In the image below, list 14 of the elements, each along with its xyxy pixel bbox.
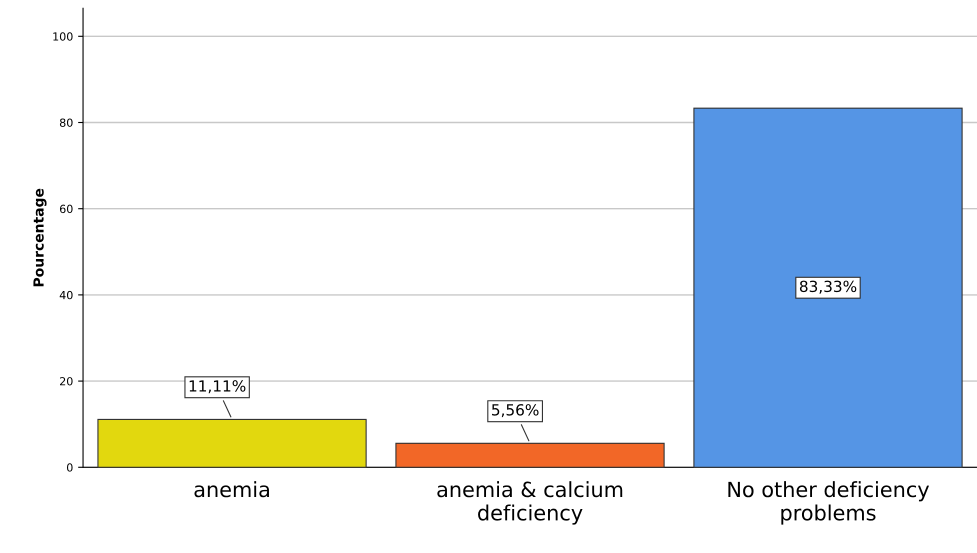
x-tick-label: anemia bbox=[194, 481, 269, 498]
data-label: 83,33% bbox=[800, 280, 856, 294]
y-tick-label: 20 bbox=[60, 377, 73, 386]
bar bbox=[693, 108, 963, 468]
y-axis-title: Pourcentage bbox=[33, 188, 47, 286]
y-tick-label: 60 bbox=[60, 204, 73, 214]
y-tick-label: 100 bbox=[53, 32, 73, 41]
data-label: 5,56% bbox=[492, 404, 539, 418]
x-tick-label: No other deficiency problems bbox=[728, 481, 930, 525]
y-tick-label: 0 bbox=[66, 463, 73, 472]
data-label: 11,11% bbox=[190, 380, 246, 394]
y-tick-label: 40 bbox=[60, 290, 73, 300]
y-tick-label: 80 bbox=[60, 118, 73, 127]
x-tick-label: anemia & calcium deficiency bbox=[437, 481, 622, 525]
